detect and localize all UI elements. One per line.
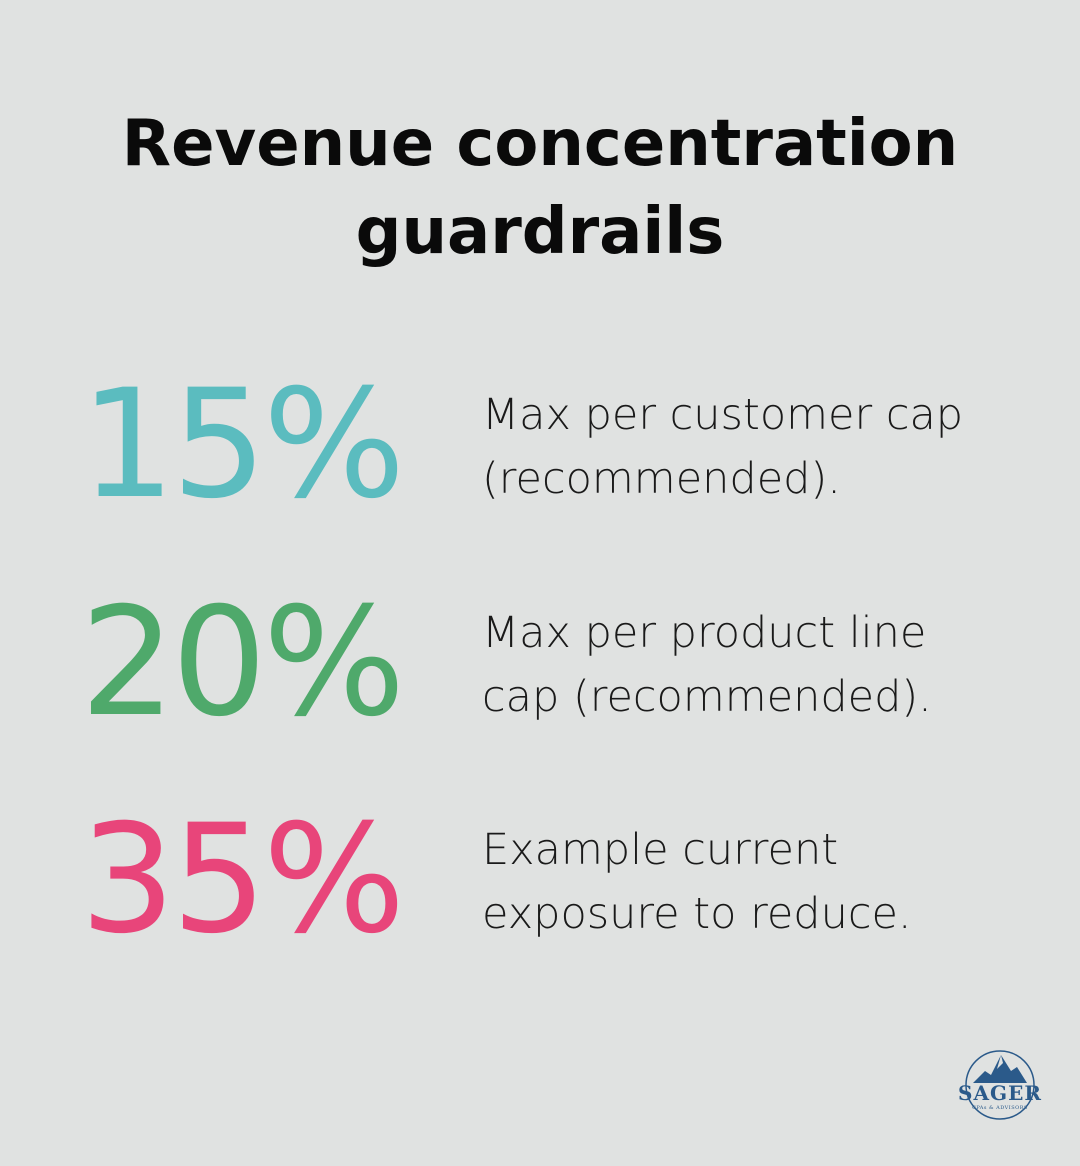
stat-customer-cap: 15% Max per customer cap (recommended). — [80, 345, 1040, 545]
logo-name: SAGER — [958, 1081, 1042, 1105]
stat-current-exposure: 35% Example current exposure to reduce. — [80, 780, 1040, 980]
stat-value: 20% — [80, 576, 405, 750]
stat-description: Max per customer cap (recommended). — [482, 390, 964, 504]
stat-value: 15% — [80, 358, 405, 532]
logo-tagline: CPAs & ADVISORS — [972, 1105, 1028, 1111]
stat-description: Example current exposure to reduce. — [482, 825, 912, 939]
stat-product-line-cap: 20% Max per product line cap (recommende… — [80, 563, 1040, 763]
page-title: Revenue concentration guardrails — [121, 107, 959, 269]
stat-value: 35% — [80, 793, 405, 967]
mountain-logo-icon — [965, 1050, 1035, 1120]
stat-description: Max per product line cap (recommended). — [482, 608, 932, 722]
sager-logo: SAGER CPAs & ADVISORS — [955, 1045, 1045, 1125]
